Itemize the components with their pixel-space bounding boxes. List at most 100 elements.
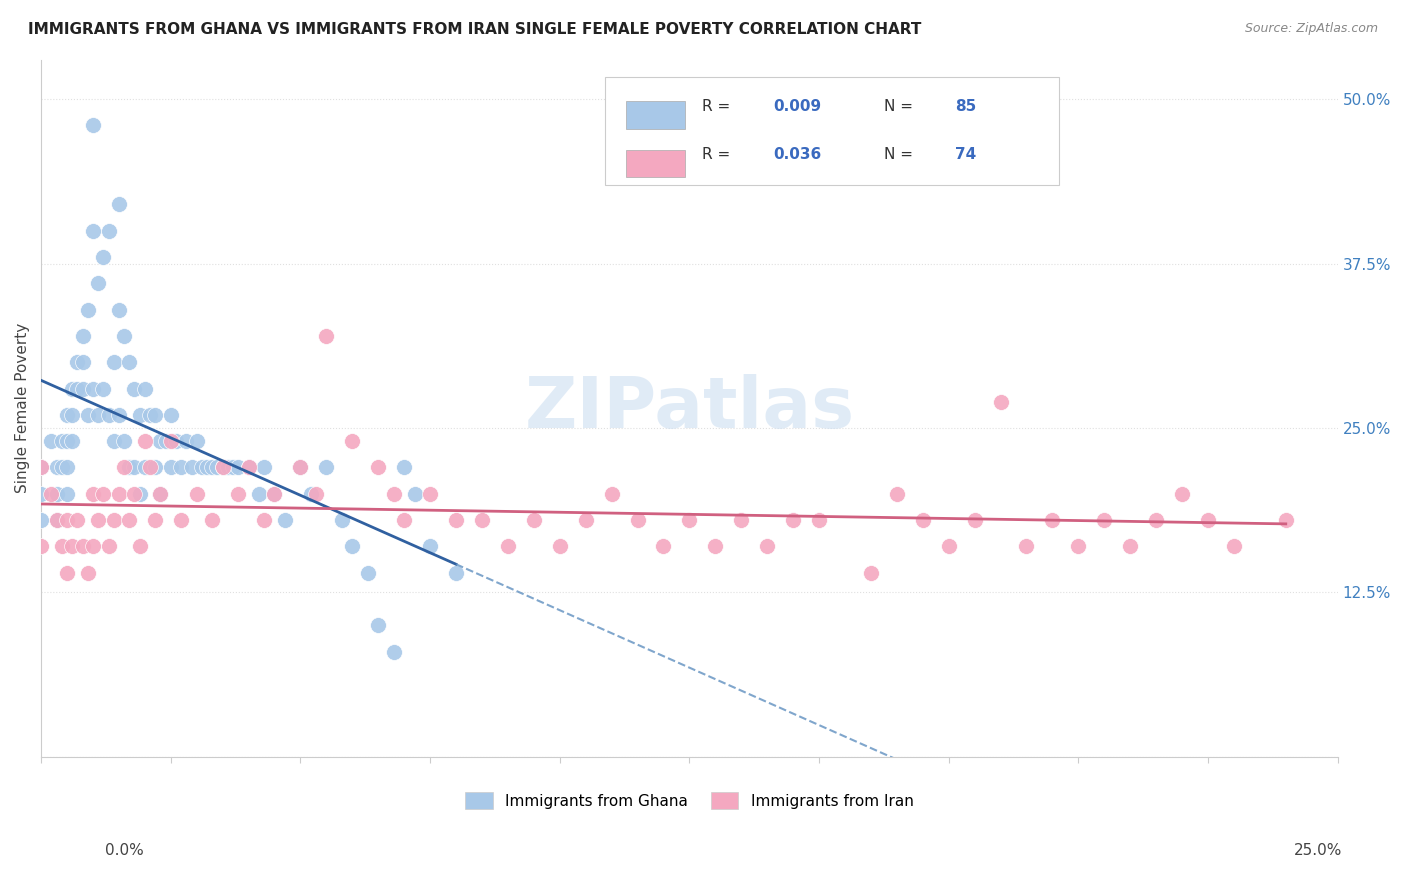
Point xyxy=(51,434,73,449)
Text: ZIPatlas: ZIPatlas xyxy=(524,374,855,442)
Point xyxy=(247,487,270,501)
Point xyxy=(886,487,908,501)
Point xyxy=(72,382,94,396)
Point xyxy=(201,460,224,475)
Text: 0.009: 0.009 xyxy=(773,99,821,114)
Point xyxy=(87,277,110,291)
Point xyxy=(176,434,198,449)
Point xyxy=(367,618,389,632)
Point xyxy=(600,487,623,501)
Point xyxy=(392,460,415,475)
Point xyxy=(274,513,297,527)
Point xyxy=(108,197,131,211)
Point xyxy=(382,645,405,659)
Point xyxy=(523,513,546,527)
Point xyxy=(186,434,208,449)
Point xyxy=(97,224,120,238)
Point xyxy=(76,566,98,580)
Point xyxy=(30,487,52,501)
Point xyxy=(170,460,193,475)
Point xyxy=(382,487,405,501)
Text: R =: R = xyxy=(703,147,735,162)
Point xyxy=(30,460,52,475)
Point xyxy=(1197,513,1219,527)
Point xyxy=(155,434,177,449)
Point xyxy=(1015,540,1038,554)
Point xyxy=(72,355,94,369)
Point xyxy=(124,382,146,396)
Point xyxy=(118,460,141,475)
Point xyxy=(41,487,63,501)
Text: IMMIGRANTS FROM GHANA VS IMMIGRANTS FROM IRAN SINGLE FEMALE POVERTY CORRELATION : IMMIGRANTS FROM GHANA VS IMMIGRANTS FROM… xyxy=(28,22,921,37)
Point xyxy=(496,540,519,554)
Point xyxy=(211,460,233,475)
Point xyxy=(60,540,83,554)
Point xyxy=(87,513,110,527)
Point xyxy=(143,460,166,475)
Point xyxy=(990,394,1012,409)
Point xyxy=(82,382,104,396)
Point xyxy=(1067,540,1090,554)
Point xyxy=(808,513,831,527)
Point xyxy=(128,540,150,554)
Text: 25.0%: 25.0% xyxy=(1295,843,1343,858)
Point xyxy=(56,566,79,580)
Point xyxy=(299,487,322,501)
Point xyxy=(56,487,79,501)
Point xyxy=(290,460,312,475)
Text: 85: 85 xyxy=(955,99,976,114)
Point xyxy=(217,460,239,475)
Point xyxy=(97,540,120,554)
Point xyxy=(66,382,89,396)
Point xyxy=(56,513,79,527)
Point xyxy=(93,487,115,501)
Point xyxy=(159,408,181,422)
Point xyxy=(226,487,249,501)
Legend: Immigrants from Ghana, Immigrants from Iran: Immigrants from Ghana, Immigrants from I… xyxy=(460,786,920,815)
Text: N =: N = xyxy=(884,147,918,162)
Text: 0.0%: 0.0% xyxy=(105,843,145,858)
Point xyxy=(419,540,441,554)
Text: 74: 74 xyxy=(955,147,976,162)
Point xyxy=(159,434,181,449)
Point xyxy=(305,487,328,501)
Point xyxy=(201,513,224,527)
Point xyxy=(211,460,233,475)
Point xyxy=(128,408,150,422)
Point xyxy=(134,382,156,396)
Point xyxy=(118,513,141,527)
Point xyxy=(93,382,115,396)
Point xyxy=(72,329,94,343)
Point xyxy=(444,566,467,580)
Point xyxy=(419,487,441,501)
FancyBboxPatch shape xyxy=(626,101,686,128)
Point xyxy=(963,513,986,527)
Point xyxy=(357,566,380,580)
Point xyxy=(45,460,67,475)
Point xyxy=(108,408,131,422)
Point xyxy=(149,487,172,501)
Point xyxy=(134,434,156,449)
Point xyxy=(253,513,276,527)
Point xyxy=(170,513,193,527)
Point xyxy=(76,408,98,422)
Point xyxy=(30,540,52,554)
Point xyxy=(139,460,162,475)
Point xyxy=(97,408,120,422)
Point xyxy=(51,540,73,554)
Point xyxy=(103,355,125,369)
Point xyxy=(226,460,249,475)
Point xyxy=(87,408,110,422)
Point xyxy=(238,460,260,475)
Point xyxy=(938,540,960,554)
Point xyxy=(678,513,700,527)
Text: 0.036: 0.036 xyxy=(773,147,823,162)
Point xyxy=(1223,540,1246,554)
Point xyxy=(730,513,752,527)
Point xyxy=(1119,540,1142,554)
Point xyxy=(112,434,135,449)
Point xyxy=(82,487,104,501)
Point xyxy=(45,513,67,527)
Point xyxy=(93,250,115,264)
Point xyxy=(195,460,218,475)
